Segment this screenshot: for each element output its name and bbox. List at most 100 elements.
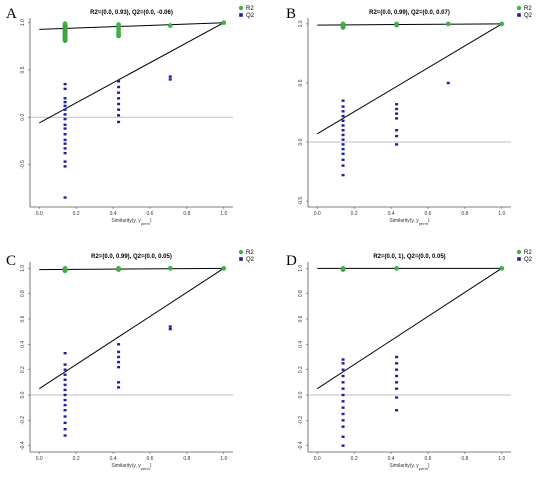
- data-point-q2: [63, 388, 67, 392]
- legend-marker: [516, 249, 522, 255]
- data-point-q2: [63, 138, 67, 142]
- data-point-q2: [63, 373, 67, 376]
- y-tick-label: -0.5: [20, 160, 26, 169]
- data-point-r2: [221, 265, 227, 271]
- chart-panel-c: C R2=(0.0, 0.99), Q2=(0.0, 0.05) -0.4 -0.2 0…: [6, 249, 255, 471]
- y-tick-label: 0.0: [20, 391, 26, 398]
- data-point-q2: [63, 97, 67, 100]
- legend-entry-q2: Q2: [517, 257, 533, 263]
- data-point-r2: [340, 21, 346, 27]
- data-point-q2: [117, 365, 121, 369]
- data-point-q2: [117, 381, 121, 384]
- data-point-r2: [499, 21, 505, 27]
- data-point-r2: [445, 21, 451, 27]
- data-point-q2: [168, 327, 172, 331]
- x-tick-label: 1.0: [498, 456, 505, 462]
- data-point-q2: [341, 381, 345, 384]
- x-tick-label: 0.6: [146, 456, 153, 462]
- x-axis-label: Similarity(y, yperm): [111, 218, 151, 226]
- data-point-q2: [63, 127, 67, 130]
- data-point-q2: [63, 160, 67, 163]
- data-point-q2: [341, 133, 345, 137]
- x-tick-label: 0.4: [388, 456, 395, 462]
- data-point-q2: [341, 387, 345, 390]
- data-point-q2: [117, 343, 121, 346]
- x-tick-label: 0.8: [461, 456, 468, 462]
- data-point-q2: [341, 143, 345, 146]
- data-point-q2: [63, 378, 67, 381]
- legend-label: R2: [246, 6, 254, 12]
- data-point-q2: [341, 362, 345, 365]
- x-tick-label: 0.8: [183, 456, 190, 462]
- panel-letter: C: [6, 253, 16, 269]
- data-point-q2: [341, 147, 345, 151]
- legend-entry-r2: R2: [516, 5, 532, 12]
- data-point-q2: [63, 151, 67, 155]
- x-tick-label: 1.0: [498, 211, 505, 217]
- data-point-r2: [340, 265, 346, 271]
- panel-letter: B: [286, 6, 296, 22]
- x-tick-label: 0.6: [424, 211, 431, 217]
- data-point-q2: [395, 134, 399, 138]
- chart-title: R2=(0.0, 1), Q2=(0.0, 0.05): [373, 254, 445, 260]
- legend-marker: [517, 257, 521, 261]
- data-point-q2: [117, 102, 121, 106]
- chart-title: R2=(0.0, 0.93), Q2=(0.0, -0.06): [90, 10, 173, 16]
- chart-panel-a: A R2=(0.0, 0.93), Q2=(0.0, -0.06) -0.5 0.0 0…: [6, 5, 255, 226]
- x-tick-label: 0.4: [110, 456, 117, 462]
- data-point-q2: [341, 105, 345, 108]
- y-tick-label: 1.0: [20, 19, 26, 26]
- data-point-q2: [395, 143, 399, 146]
- data-point-q2: [341, 444, 345, 447]
- data-point-q2: [395, 355, 399, 359]
- regression-line-q2: [38, 267, 225, 390]
- data-point-q2: [395, 396, 399, 399]
- legend-marker: [239, 257, 243, 261]
- data-point-q2: [117, 360, 121, 364]
- chart-title: R2=(0.0, 0.99), Q2=(0.0, 0.07): [369, 10, 450, 16]
- data-point-q2: [63, 142, 67, 145]
- data-point-q2: [168, 78, 172, 81]
- data-point-q2: [341, 358, 345, 361]
- legend-marker: [516, 5, 522, 11]
- data-point-q2: [63, 409, 67, 412]
- y-tick-label: 0.2: [20, 366, 26, 373]
- x-tick-label: 0.2: [351, 211, 358, 217]
- x-tick-label: 0.4: [110, 211, 117, 217]
- y-tick-label: 0.8: [20, 290, 26, 297]
- y-tick-label: 0.5: [20, 66, 26, 73]
- legend-label: R2: [524, 6, 532, 12]
- y-tick-label: 1.0: [20, 265, 26, 272]
- data-point-q2: [63, 421, 67, 425]
- data-point-q2: [341, 152, 345, 156]
- data-point-q2: [341, 393, 345, 397]
- data-point-q2: [341, 124, 345, 127]
- y-tick-label: 1.0: [298, 20, 304, 27]
- regression-line-q2: [316, 267, 503, 390]
- data-point-q2: [63, 100, 67, 104]
- data-point-r2: [62, 265, 68, 271]
- x-tick-label: 0.0: [314, 211, 321, 217]
- data-point-q2: [395, 374, 399, 378]
- x-tick-label: 0.0: [36, 211, 43, 217]
- y-tick-label: 0.8: [298, 290, 304, 297]
- x-tick-label: 0.2: [73, 211, 80, 217]
- legend-entry-q2: Q2: [239, 13, 255, 19]
- x-tick-label: 0.4: [388, 211, 395, 217]
- data-point-q2: [395, 112, 399, 115]
- data-point-q2: [63, 352, 67, 355]
- data-point-q2: [63, 415, 67, 418]
- y-tick-label: -0.2: [298, 416, 304, 425]
- x-tick-label: 0.2: [351, 456, 358, 462]
- data-point-q2: [63, 147, 67, 150]
- data-point-q2: [117, 386, 121, 389]
- y-tick-label: 1.0: [298, 265, 304, 272]
- data-point-q2: [341, 114, 345, 118]
- data-point-q2: [341, 99, 345, 102]
- data-point-r2: [62, 21, 68, 27]
- data-point-q2: [341, 119, 345, 122]
- data-point-q2: [168, 325, 172, 328]
- legend-entry-r2: R2: [238, 5, 254, 12]
- data-point-q2: [63, 104, 67, 108]
